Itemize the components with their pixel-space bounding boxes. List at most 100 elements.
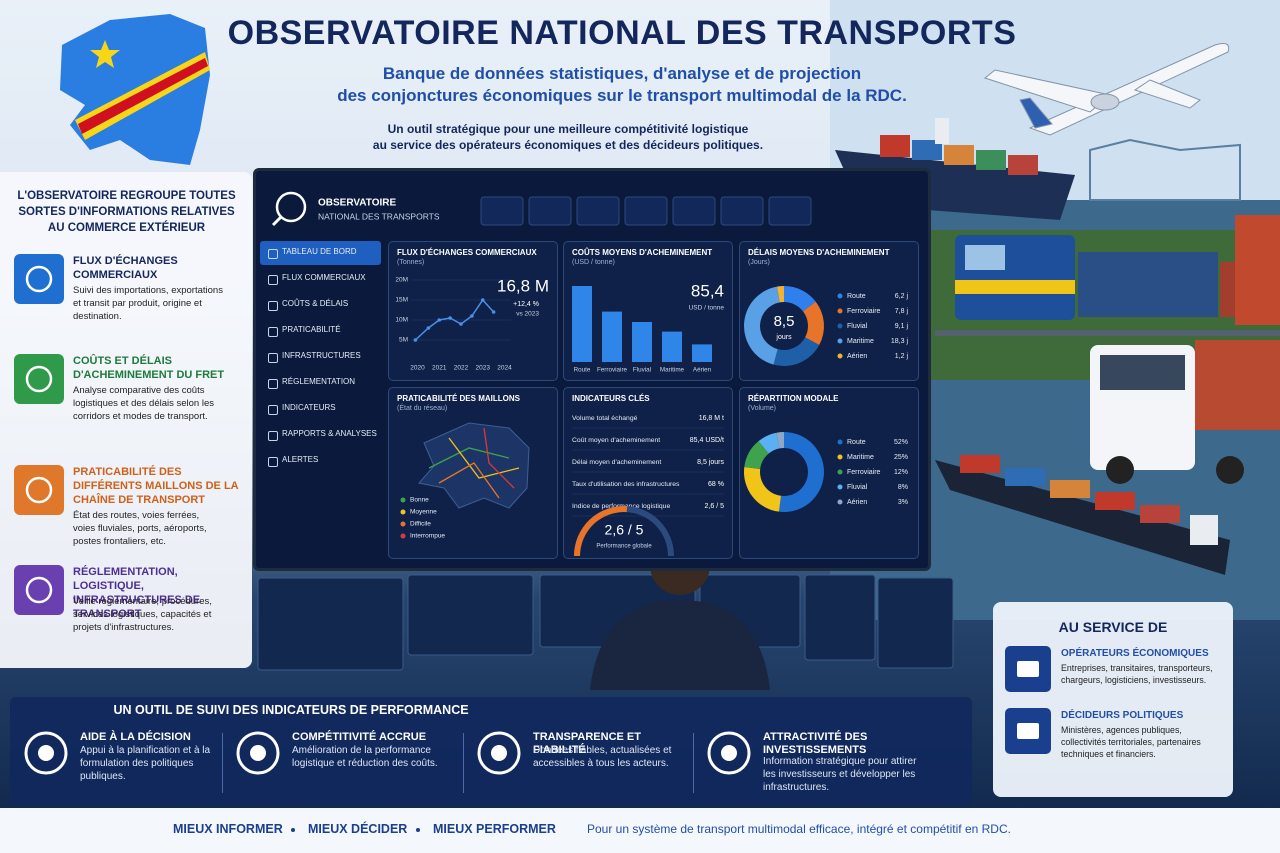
- item-icon: [14, 254, 64, 304]
- legend-label: Difficile: [410, 521, 431, 528]
- band-divider: [463, 733, 464, 793]
- legend-swatch: [837, 469, 843, 475]
- main-title: OBSERVATOIRE NATIONAL DES TRANSPORTS: [227, 14, 1017, 52]
- network-route: [448, 437, 520, 479]
- flux-point: [470, 314, 474, 318]
- legend-value: 25%: [894, 454, 908, 461]
- legend-value: 1,2 j: [895, 353, 909, 360]
- nav-label: FLUX COMMERCIAUX: [282, 273, 366, 282]
- legend-label: Interrompue: [410, 533, 445, 540]
- panel-graphic: [477, 731, 521, 775]
- band-title: UN OUTIL DE SUIVI DES INDICATEURS DE PER…: [113, 703, 469, 717]
- nav-item[interactable]: TABLEAU DE BORD: [260, 241, 381, 265]
- status-chip: [624, 196, 668, 226]
- icon-glyph: [25, 476, 53, 504]
- stacked-containers: [1235, 215, 1280, 325]
- indicator-value: 16,8 M t: [699, 415, 724, 422]
- x-tick-label: 2021: [432, 365, 447, 372]
- panel-graphic: [14, 565, 64, 615]
- bottom-band: UN OUTIL DE SUIVI DES INDICATEURS DE PER…: [10, 697, 972, 805]
- dashboard-panel: FLUX D'ÉCHANGES COMMERCIAUX (Tonnes) 5M 10M…: [388, 241, 558, 381]
- legend-label: Bonne: [410, 497, 429, 504]
- donut-center: 8,5: [774, 313, 795, 330]
- bar-label: Maritime: [660, 367, 685, 374]
- slogan-dot: [416, 828, 420, 832]
- nav-item[interactable]: ALERTES: [260, 449, 381, 473]
- item-text: Suivi des importations, exportations et …: [73, 285, 223, 322]
- kpi-change: +12,4 %: [513, 301, 539, 308]
- nav-item[interactable]: PRATICABILITÉ: [260, 319, 381, 343]
- donut-segment: [744, 286, 780, 365]
- flux-point: [437, 318, 442, 322]
- nav-label: PRATICABILITÉ: [282, 325, 341, 334]
- indicator-value: 68 %: [708, 481, 724, 488]
- panel-graphic: [707, 731, 751, 775]
- panel-graphic: [14, 354, 64, 404]
- bar-label: Aérien: [693, 367, 712, 374]
- nav-label: RAPPORTS & ANALYSES: [282, 429, 377, 438]
- item-title: TRANSPARENCE ET FIABILITÉ: [533, 731, 641, 756]
- y-tick-label: 15M: [395, 297, 408, 304]
- brand-line: NATIONAL DES TRANSPORTS: [318, 211, 440, 221]
- nav-item[interactable]: RÉGLEMENTATION: [260, 371, 381, 395]
- footer-tagline: Pour un système de transport multimodal …: [587, 822, 1011, 836]
- footer: Pour un système de transport multimodal …: [0, 808, 1280, 853]
- subtitle-line: Banque de données statistiques, d'analys…: [382, 64, 862, 83]
- nav-icon: [268, 379, 278, 389]
- legend-value: 8%: [898, 484, 908, 491]
- status-chip: [672, 196, 716, 226]
- icon-glyph: [38, 745, 54, 761]
- legend-label: Aérien: [847, 353, 867, 360]
- nav-item[interactable]: COÛTS & DÉLAIS: [260, 293, 381, 317]
- dashboard-panel: COÛTS MOYENS D'ACHEMINEMENT (USD / tonne)…: [563, 241, 733, 381]
- indicator-label: Taux d'utilisation des infrastructures: [572, 481, 680, 488]
- dashboard-panel: DÉLAIS MOYENS D'ACHEMINEMENT (Jours) Route…: [739, 241, 919, 381]
- legend-swatch: [837, 439, 843, 445]
- panel-graphic: Bonne Moyenne Difficile Interrompue: [400, 422, 530, 540]
- flux-point: [413, 338, 418, 342]
- panel-title: DÉLAIS MOYENS D'ACHEMINEMENT: [748, 248, 890, 257]
- nav-item[interactable]: INDICATEURS: [260, 397, 381, 421]
- panel-title: INDICATEURS CLÉS: [572, 394, 650, 403]
- item-text: Analyse comparative des coûts logistique…: [73, 385, 215, 422]
- nav-icon: [268, 301, 278, 311]
- legend-label: Maritime: [847, 338, 874, 345]
- nav-item[interactable]: RAPPORTS & ANALYSES: [260, 423, 381, 447]
- item-icon: [24, 731, 68, 775]
- donut-segment: [803, 301, 824, 345]
- bar: [632, 322, 652, 362]
- nav-label: INFRASTRUCTURES: [282, 351, 361, 360]
- network-route: [438, 462, 500, 499]
- panel-graphic: [24, 731, 68, 775]
- bar-label: Route: [574, 367, 591, 374]
- legend-swatch: [837, 338, 843, 344]
- dashboard-screen: OBSERVATOIRE NATIONAL DES TRANSPORTS TABLE…: [253, 168, 931, 571]
- brand-logo: [271, 215, 283, 227]
- icon-glyph: [25, 265, 53, 293]
- icon-glyph: [721, 745, 737, 761]
- kpi-value: 85,4: [691, 281, 724, 300]
- nav-icon: [268, 353, 278, 363]
- legend-swatch: [400, 521, 406, 527]
- legend-swatch: [837, 454, 843, 460]
- indicator-label: Coût moyen d'acheminement: [572, 437, 660, 444]
- nav-icon: [268, 457, 278, 467]
- icon-glyph: [1017, 723, 1039, 739]
- nav-icon: [268, 249, 278, 259]
- kpi-unit: USD / tonne: [689, 305, 725, 312]
- legend-label: Route: [847, 439, 866, 446]
- bar: [662, 331, 682, 362]
- truck: [1090, 340, 1280, 484]
- status-chip: [720, 196, 764, 226]
- legend-value: 6,2 j: [895, 293, 909, 300]
- nav-label: TABLEAU DE BORD: [282, 247, 357, 256]
- panel-graphic: [1005, 646, 1051, 692]
- legend-value: 3%: [898, 499, 908, 506]
- panel-subtitle: (État du réseau): [397, 405, 448, 412]
- nav-item[interactable]: INFRASTRUCTURES: [260, 345, 381, 369]
- bar-label: Ferroviaire: [597, 367, 628, 374]
- nav-icon: [268, 275, 278, 285]
- nav-item[interactable]: FLUX COMMERCIAUX: [260, 267, 381, 291]
- legend-swatch: [400, 533, 406, 539]
